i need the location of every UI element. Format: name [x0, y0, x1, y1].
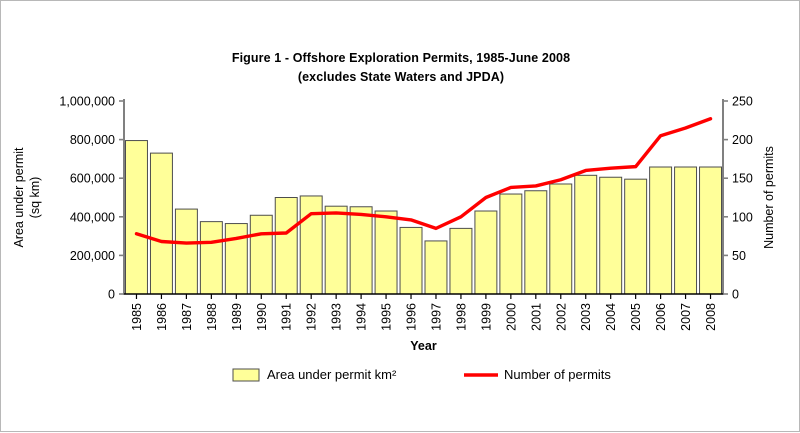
bar-2001	[524, 190, 548, 295]
bar-1993	[324, 205, 348, 295]
chart-title: Figure 1 - Offshore Exploration Permits,…	[1, 49, 800, 87]
bar-1998	[449, 227, 473, 295]
y-axis-right-label-200: 200	[732, 133, 753, 147]
bar-1989	[224, 223, 248, 295]
bar-2008	[699, 166, 722, 295]
bar-1987	[174, 208, 198, 295]
x-axis-label-1985: 1985	[130, 303, 144, 331]
bar-2006	[649, 166, 673, 295]
x-axis-label-2004: 2004	[604, 303, 618, 331]
bar-1985	[125, 140, 148, 295]
x-axis-label-1996: 1996	[405, 303, 419, 331]
bar-1988	[199, 221, 223, 295]
y-axis-left-label-200,000: 200,000	[70, 249, 115, 263]
permits-line	[134, 117, 713, 245]
y-axis-left-title-line1: Area under permit	[12, 147, 26, 248]
x-axis-label-1995: 1995	[380, 303, 394, 331]
bar-2005	[624, 178, 648, 295]
y-axis-left-label-600,000: 600,000	[70, 172, 115, 186]
bar-1995	[374, 210, 398, 295]
y-axis-left-label-800,000: 800,000	[70, 133, 115, 147]
x-axis-label-2007: 2007	[679, 303, 693, 331]
chart-generated-graphics: 0 200,000 400,000 600,000 800,000 1,000,000 0 5…	[12, 95, 776, 383]
bar-2003	[574, 174, 598, 295]
x-axis-label-1997: 1997	[429, 303, 443, 331]
x-axis-label-1994: 1994	[355, 303, 369, 331]
x-axis-label-1989: 1989	[230, 303, 244, 331]
x-axis-label-1987: 1987	[180, 303, 194, 331]
x-axis-label-1988: 1988	[205, 303, 219, 331]
bar-2000	[499, 193, 523, 295]
x-axis-label-1998: 1998	[454, 303, 468, 331]
y-axis-right-label-50: 50	[732, 249, 746, 263]
y-axis-right-label-0: 0	[732, 288, 739, 302]
bar-1994	[349, 206, 373, 295]
x-axis-label-1990: 1990	[255, 303, 269, 331]
bar-1990	[249, 214, 273, 295]
bar-1991	[274, 197, 298, 295]
x-axis-title: Year	[410, 339, 437, 353]
x-axis-label-2000: 2000	[504, 303, 518, 331]
x-axis-label-2005: 2005	[629, 303, 643, 331]
legend-swatch-area-under-permit	[232, 368, 260, 382]
y-axis-right-label-100: 100	[732, 210, 753, 224]
x-axis-label-2006: 2006	[654, 303, 668, 331]
bar-1986	[149, 152, 173, 295]
legend-label-area-under-permit: Area under permit km²	[267, 367, 397, 382]
x-axis-label-1992: 1992	[305, 303, 319, 331]
x-axis-label-2002: 2002	[554, 303, 568, 331]
bar-1996	[399, 226, 423, 295]
y-axis-right-title: Number of permits	[762, 146, 776, 249]
chart-title-line2: (excludes State Waters and JPDA)	[297, 70, 505, 84]
x-axis-label-1991: 1991	[280, 303, 294, 331]
y-axis-right-label-250: 250	[732, 95, 753, 109]
chart-title-line1: Figure 1 - Offshore Exploration Permits,…	[231, 51, 571, 65]
bar-1992	[299, 195, 323, 295]
bar-1997	[424, 240, 448, 295]
y-axis-left-label-1,000,000: 1,000,000	[59, 95, 115, 109]
legend-label-number-of-permits: Number of permits	[504, 367, 611, 382]
x-axis-label-1999: 1999	[479, 303, 493, 331]
bar-2004	[599, 176, 623, 295]
y-axis-left-title-line2: (sq km)	[28, 177, 42, 219]
y-axis-right-label-150: 150	[732, 172, 753, 186]
y-axis-left-label-0: 0	[108, 288, 115, 302]
y-axis-left-label-400,000: 400,000	[70, 210, 115, 224]
x-axis-label-2001: 2001	[529, 303, 543, 331]
x-axis-label-2003: 2003	[579, 303, 593, 331]
bar-2007	[674, 166, 698, 295]
x-axis-label-2008: 2008	[704, 303, 718, 331]
bar-1999	[474, 210, 498, 295]
bar-2002	[549, 183, 573, 295]
x-axis-label-1993: 1993	[330, 303, 344, 331]
x-axis-label-1986: 1986	[155, 303, 169, 331]
